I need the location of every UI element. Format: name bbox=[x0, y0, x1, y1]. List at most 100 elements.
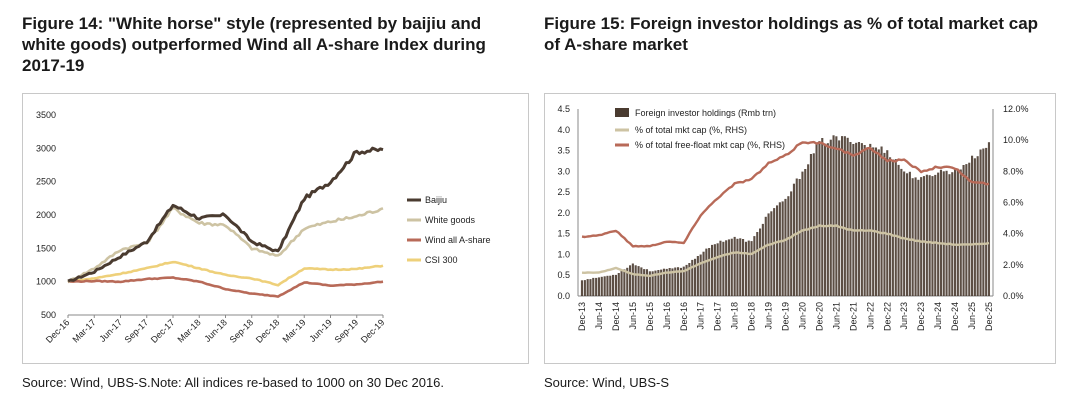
bar-foreign-holdings bbox=[711, 244, 714, 296]
bar-foreign-holdings bbox=[694, 258, 697, 296]
bar-foreign-holdings bbox=[812, 153, 815, 296]
y-tick-label: 2500 bbox=[36, 177, 56, 187]
bar-foreign-holdings bbox=[722, 241, 725, 296]
bar-foreign-holdings bbox=[665, 268, 668, 296]
bar-foreign-holdings bbox=[685, 264, 688, 296]
left-tick-label: 4.0 bbox=[557, 125, 570, 135]
bar-foreign-holdings bbox=[917, 179, 920, 296]
left-tick-label: 3.0 bbox=[557, 166, 570, 176]
bar-foreign-holdings bbox=[583, 280, 586, 296]
bar-foreign-holdings bbox=[682, 266, 685, 296]
bar-foreign-holdings bbox=[948, 174, 951, 296]
x-tick-label: Mar-17 bbox=[70, 317, 97, 344]
figure-15-panel: 0.0 0.5 1.0 1.5 2.0 2.5 3.0 3.5 4.0 4.5 0.0% 2.0% 4.… bbox=[544, 93, 1056, 364]
bar-foreign-holdings bbox=[688, 263, 691, 296]
bar-foreign-holdings bbox=[880, 146, 883, 296]
legend-swatch-bar bbox=[615, 108, 629, 117]
bar-foreign-holdings bbox=[908, 171, 911, 296]
bar-foreign-holdings bbox=[925, 174, 928, 296]
y-tick-label: 3000 bbox=[36, 143, 56, 153]
y-tick-label: 1500 bbox=[36, 243, 56, 253]
bar-foreign-holdings bbox=[824, 143, 827, 296]
x-tick-label: Dec-22 bbox=[882, 302, 892, 331]
bar-foreign-holdings bbox=[764, 216, 767, 296]
series-line-baijiu bbox=[67, 146, 384, 283]
bar-foreign-holdings bbox=[985, 147, 988, 296]
bar-foreign-holdings bbox=[620, 270, 623, 296]
bar-foreign-holdings bbox=[942, 171, 945, 296]
x-tick-label: Jun-19 bbox=[764, 302, 774, 330]
bar-foreign-holdings bbox=[855, 142, 858, 296]
bar-foreign-holdings bbox=[631, 263, 634, 296]
right-tick-label: 2.0% bbox=[1003, 260, 1024, 270]
bar-foreign-holdings bbox=[761, 223, 764, 296]
x-tick-label: Dec-15 bbox=[645, 302, 655, 331]
x-tick-label: Dec-16 bbox=[44, 317, 72, 345]
bar-foreign-holdings bbox=[696, 256, 699, 296]
legend-label: % of total mkt cap (%, RHS) bbox=[635, 125, 747, 135]
bar-foreign-holdings bbox=[674, 267, 677, 296]
bar-foreign-holdings bbox=[804, 169, 807, 296]
bar-foreign-holdings bbox=[597, 277, 601, 296]
x-tick-label: Dec-18 bbox=[254, 317, 282, 345]
bar-foreign-holdings bbox=[736, 238, 739, 296]
bar-foreign-holdings bbox=[691, 259, 694, 296]
bar-foreign-holdings bbox=[971, 155, 974, 296]
bar-foreign-holdings bbox=[874, 147, 878, 296]
bar-foreign-holdings bbox=[821, 138, 824, 296]
bar-foreign-holdings bbox=[866, 147, 869, 296]
bar-foreign-holdings bbox=[860, 143, 863, 296]
bar-foreign-holdings bbox=[973, 158, 976, 296]
bar-foreign-holdings bbox=[891, 159, 894, 296]
bar-foreign-holdings bbox=[750, 241, 753, 296]
series-line-white-goods bbox=[67, 206, 384, 284]
x-tick-label: Sep-19 bbox=[333, 317, 361, 345]
bar-foreign-holdings bbox=[713, 244, 716, 296]
bar-foreign-holdings bbox=[747, 240, 750, 296]
left-tick-label: 1.0 bbox=[557, 249, 570, 259]
bar-foreign-holdings bbox=[643, 269, 646, 296]
bar-foreign-holdings bbox=[835, 136, 838, 296]
x-tick-label: Dec-18 bbox=[747, 302, 757, 331]
bar-foreign-holdings bbox=[838, 140, 841, 296]
x-tick-label: Mar-18 bbox=[175, 317, 202, 344]
bar-foreign-holdings bbox=[756, 232, 759, 296]
left-tick-label: 0.5 bbox=[557, 270, 570, 280]
x-tick-label: Dec-16 bbox=[679, 302, 689, 331]
bar-foreign-holdings bbox=[928, 175, 931, 296]
figure-15-chart: 0.0 0.5 1.0 1.5 2.0 2.5 3.0 3.5 4.0 4.5 0.0% 2.0% 4.… bbox=[557, 104, 1029, 331]
bar-foreign-holdings bbox=[790, 191, 793, 296]
bar-foreign-holdings bbox=[727, 239, 731, 296]
left-tick-label: 4.5 bbox=[557, 104, 570, 114]
bar-foreign-holdings bbox=[637, 266, 640, 296]
x-tick-label: Dec-14 bbox=[611, 302, 621, 331]
legend-label: % of total free-float mkt cap (%, RHS) bbox=[635, 140, 785, 150]
legend-label: White goods bbox=[425, 215, 476, 225]
x-tick-label: Jun-19 bbox=[307, 317, 334, 344]
x-tick-label: Jun-14 bbox=[594, 302, 604, 330]
x-tick-label: Jun-20 bbox=[797, 302, 807, 330]
bar-foreign-holdings bbox=[911, 178, 914, 296]
bar-foreign-holdings bbox=[962, 165, 965, 296]
right-tick-label: 4.0% bbox=[1003, 229, 1024, 239]
bar-foreign-holdings bbox=[606, 275, 609, 296]
bar-foreign-holdings bbox=[843, 136, 846, 296]
bar-foreign-holdings bbox=[872, 147, 875, 296]
bar-foreign-holdings bbox=[787, 196, 790, 296]
bar-foreign-holdings bbox=[832, 135, 835, 296]
x-tick-label: Jun-22 bbox=[865, 302, 875, 330]
bar-foreign-holdings bbox=[976, 156, 979, 296]
x-tick-label: Dec-25 bbox=[984, 302, 994, 331]
x-tick-label: Jun-18 bbox=[202, 317, 229, 344]
left-tick-label: 3.5 bbox=[557, 146, 570, 156]
figure-14-title: Figure 14: "White horse" style (represen… bbox=[22, 14, 486, 75]
right-tick-label: 10.0% bbox=[1003, 135, 1029, 145]
bar-foreign-holdings bbox=[906, 173, 909, 296]
bar-foreign-holdings bbox=[773, 208, 776, 296]
x-tick-label: Jun-18 bbox=[730, 302, 740, 330]
bar-foreign-holdings bbox=[801, 171, 804, 296]
bar-foreign-holdings bbox=[965, 164, 968, 296]
bar-foreign-holdings bbox=[815, 143, 818, 296]
x-tick-label: Jun-17 bbox=[97, 317, 124, 344]
bar-foreign-holdings bbox=[826, 143, 829, 296]
